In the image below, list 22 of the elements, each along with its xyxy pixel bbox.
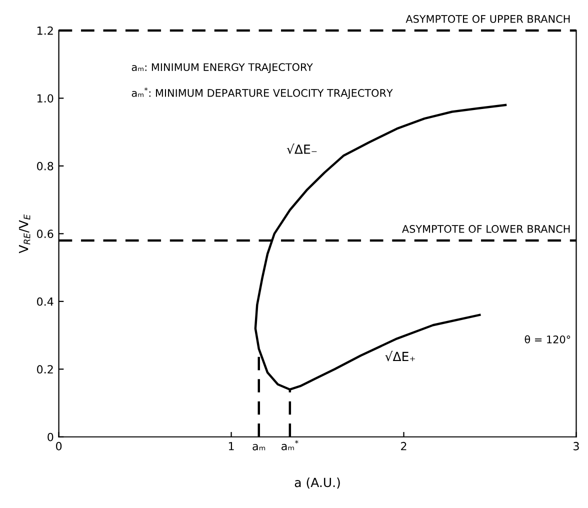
x-tick-label: 0 [56, 442, 62, 450]
annotation: θ = 120° [524, 335, 570, 344]
y-tick-label: 1.0 [37, 94, 54, 103]
y-axis-title: V$_{RE}$/V$_{E}$ [18, 214, 30, 254]
annotation: aₘ: MINIMUM ENERGY TRAJECTORY [132, 63, 313, 73]
ref-line-label: ASYMPTOTE OF LOWER BRANCH [402, 225, 570, 233]
x-tick-label: 3 [574, 442, 579, 450]
y-tick-label: 0.8 [37, 162, 54, 170]
y-tick-label: 0.4 [37, 297, 54, 306]
x-axis-title: a (A.U.) [294, 478, 340, 489]
annotation: √ΔE₊ [385, 350, 415, 362]
y-tick-label: 1.2 [37, 26, 53, 35]
y-tick-label: 0.2 [37, 365, 53, 374]
ref-line-label: ASYMPTOTE OF UPPER BRANCH [406, 15, 570, 23]
x-tick-label: aₘ$^{*}$ [282, 440, 298, 450]
x-tick-label: aₘ [252, 444, 266, 450]
y-tick-label: 0.6 [37, 230, 54, 238]
y-tick-label: 0 [48, 432, 54, 442]
x-tick-label: 1 [228, 442, 234, 450]
x-tick-label: 2 [401, 442, 406, 450]
annotation: √ΔE₋ [286, 144, 317, 154]
annotation: aₘ$^{*}$: MINIMUM DEPARTURE VELOCITY TRAJECTORY [132, 87, 393, 99]
